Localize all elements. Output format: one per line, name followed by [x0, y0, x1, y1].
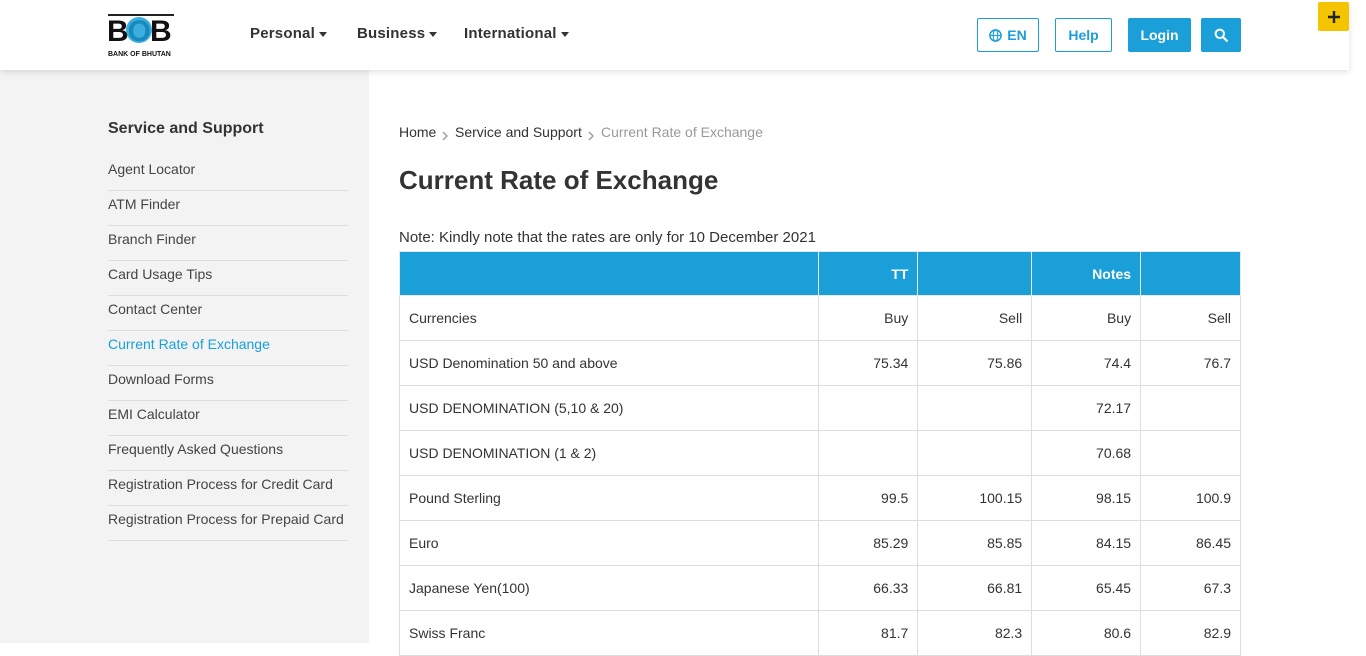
table-cell: 98.15 [1031, 475, 1142, 521]
table-cell: 67.3 [1140, 565, 1241, 611]
table-cell: 82.3 [917, 610, 1033, 656]
table-cell: Currencies [398, 295, 820, 341]
login-button[interactable]: Login [1128, 18, 1191, 52]
search-button[interactable] [1201, 18, 1241, 52]
search-icon [1214, 28, 1228, 42]
breadcrumb-separator [442, 128, 449, 146]
table-row: Currencies Buy Sell Buy Sell [398, 295, 1241, 341]
table-cell: 99.5 [818, 475, 919, 521]
table-cell: 85.85 [917, 520, 1033, 566]
header-cell [398, 251, 820, 296]
table-row: Pound Sterling 99.5 100.15 98.15 100.9 [398, 475, 1241, 521]
help-button[interactable]: Help [1055, 18, 1112, 52]
table-cell: USD DENOMINATION (1 & 2) [398, 430, 820, 476]
table-row: Japanese Yen(100) 66.33 66.81 65.45 67.3 [398, 565, 1241, 611]
page-title: Current Rate of Exchange [399, 165, 719, 195]
logo-circle [126, 17, 152, 43]
rates-table: TT Notes Currencies Buy Sell Buy Sell USD Denom… [398, 251, 1241, 656]
table-row: USD DENOMINATION (5,10 & 20) 72.17 [398, 385, 1241, 431]
table-cell: Euro [398, 520, 820, 566]
language-button[interactable]: EN [977, 18, 1039, 52]
table-cell: Swiss Franc [398, 610, 820, 656]
header-cell: Notes [1031, 251, 1142, 296]
table-cell: 70.68 [1031, 430, 1142, 476]
sidebar-link[interactable]: Registration Process for Prepaid Card [108, 507, 348, 541]
table-cell [818, 430, 919, 476]
breadcrumb-separator [588, 128, 595, 146]
table-cell: 82.9 [1140, 610, 1241, 656]
table-cell: 75.34 [818, 340, 919, 386]
sidebar-link[interactable]: Contact Center [108, 297, 348, 331]
table-cell: 65.45 [1031, 565, 1142, 611]
table-cell: 86.45 [1140, 520, 1241, 566]
table-cell: USD Denomination 50 and above [398, 340, 820, 386]
table-row: USD Denomination 50 and above 75.34 75.86 7… [398, 340, 1241, 386]
table-cell: 72.17 [1031, 385, 1142, 431]
nav-item[interactable]: International [464, 25, 569, 42]
table-cell: 76.7 [1140, 340, 1241, 386]
sidebar [0, 70, 369, 643]
table-cell: Buy [1031, 295, 1142, 341]
top-bar: BOB BANK OF BHUTAN Personal Business Int… [0, 0, 1349, 70]
table-cell: Pound Sterling [398, 475, 820, 521]
table-cell: 66.33 [818, 565, 919, 611]
sidebar-link[interactable]: Frequently Asked Questions [108, 437, 348, 471]
table-row: USD DENOMINATION (1 & 2) 70.68 [398, 430, 1241, 476]
table-cell: 85.29 [818, 520, 919, 566]
sidebar-link[interactable]: Branch Finder [108, 227, 348, 261]
breadcrumb-item: Current Rate of Exchange [601, 124, 763, 140]
sidebar-link[interactable]: EMI Calculator [108, 402, 348, 436]
table-cell: 100.9 [1140, 475, 1241, 521]
sidebar-link[interactable]: Current Rate of Exchange [108, 332, 348, 366]
table-cell: 81.7 [818, 610, 919, 656]
breadcrumb-item[interactable]: Home [399, 124, 437, 140]
sidebar-link[interactable]: ATM Finder [108, 192, 348, 226]
table-row: Swiss Franc 81.7 82.3 80.6 82.9 [398, 610, 1241, 656]
breadcrumb-item[interactable]: Service and Support [455, 124, 582, 140]
logo-script [108, 6, 174, 16]
table-cell: 84.15 [1031, 520, 1142, 566]
table-cell: 100.15 [917, 475, 1033, 521]
sidebar-link[interactable]: Agent Locator [108, 157, 348, 191]
header-cell [917, 251, 1033, 296]
table-cell: 66.81 [917, 565, 1033, 611]
plus-button[interactable] [1318, 2, 1349, 31]
sidebar-link[interactable]: Download Forms [108, 367, 348, 401]
table-header-row: TT Notes [398, 251, 1241, 296]
sidebar-link[interactable]: Card Usage Tips [108, 262, 348, 296]
sidebar-link[interactable]: Registration Process for Credit Card [108, 472, 348, 506]
nav-item[interactable]: Business [357, 25, 437, 42]
table-cell: 74.4 [1031, 340, 1142, 386]
language-label: EN [1007, 27, 1027, 43]
table-cell [917, 385, 1033, 431]
table-cell: 75.86 [917, 340, 1033, 386]
plus-icon [1327, 10, 1340, 23]
table-cell: Buy [818, 295, 919, 341]
header-cell: TT [818, 251, 919, 296]
table-cell [1140, 430, 1241, 476]
table-cell: Japanese Yen(100) [398, 565, 820, 611]
table-cell [917, 430, 1033, 476]
table-cell: Sell [1140, 295, 1241, 341]
header-cell [1140, 251, 1241, 296]
sidebar-title: Service and Support [108, 120, 264, 137]
note: Note: Kindly note that the rates are onl… [399, 229, 816, 246]
logo-name: BANK OF BHUTAN [108, 51, 171, 58]
table-cell [1140, 385, 1241, 431]
table-cell: 80.6 [1031, 610, 1142, 656]
table-cell: Sell [917, 295, 1033, 341]
nav-item[interactable]: Personal [250, 25, 327, 42]
table-cell [818, 385, 919, 431]
globe-icon [989, 28, 1003, 42]
table-cell: USD DENOMINATION (5,10 & 20) [398, 385, 820, 431]
table-row: Euro 85.29 85.85 84.15 86.45 [398, 520, 1241, 566]
